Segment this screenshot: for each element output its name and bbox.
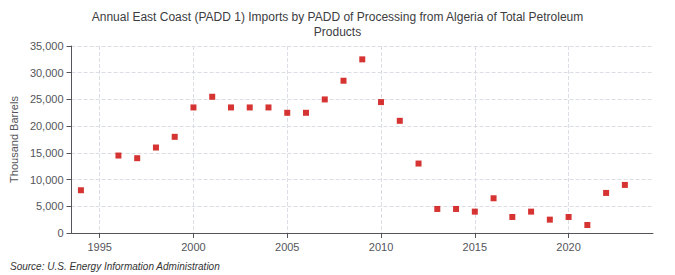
- svg-text:30,000: 30,000: [30, 67, 64, 79]
- svg-text:Annual East Coast (PADD 1) Imp: Annual East Coast (PADD 1) Imports by PA…: [92, 10, 584, 24]
- svg-text:35,000: 35,000: [30, 40, 64, 52]
- svg-text:Source: U.S. Energy Informatio: Source: U.S. Energy Information Administ…: [10, 261, 220, 272]
- svg-text:Products: Products: [314, 25, 361, 39]
- svg-text:0: 0: [57, 227, 63, 239]
- svg-text:20,000: 20,000: [30, 120, 64, 132]
- svg-text:2005: 2005: [275, 241, 299, 253]
- svg-text:25,000: 25,000: [30, 93, 64, 105]
- svg-text:2020: 2020: [556, 241, 580, 253]
- svg-text:10,000: 10,000: [30, 174, 64, 186]
- svg-text:5,000: 5,000: [36, 200, 64, 212]
- svg-text:Thousand Barrels: Thousand Barrels: [8, 96, 20, 183]
- svg-text:15,000: 15,000: [30, 147, 64, 159]
- svg-text:2000: 2000: [181, 241, 205, 253]
- svg-text:2010: 2010: [369, 241, 393, 253]
- svg-text:2015: 2015: [463, 241, 487, 253]
- svg-text:1995: 1995: [87, 241, 111, 253]
